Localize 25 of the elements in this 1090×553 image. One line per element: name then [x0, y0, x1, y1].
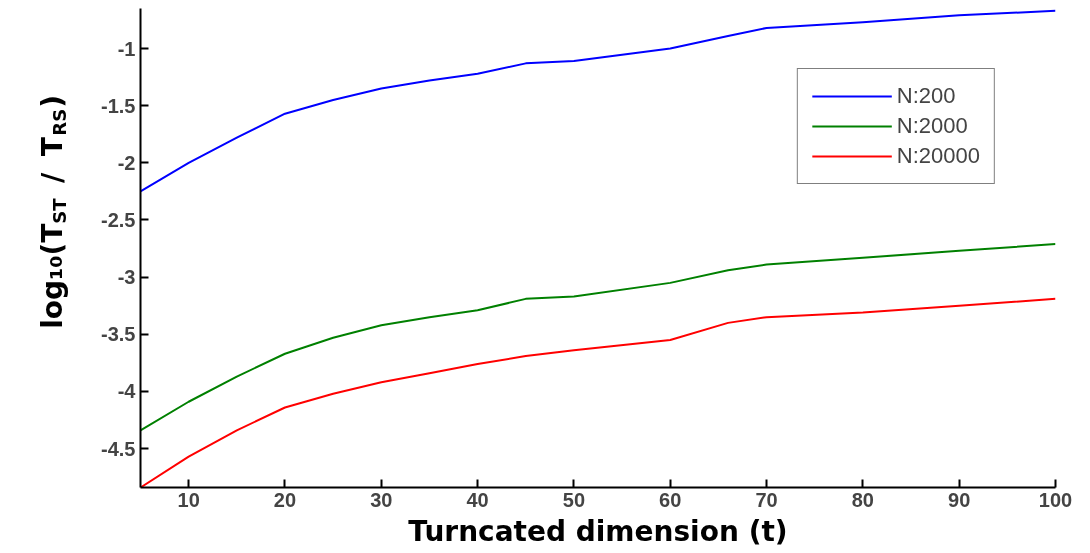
x-tick-label: 30 — [370, 488, 393, 511]
x-tick-label: 50 — [562, 488, 586, 511]
y-tick-label: -3.5 — [101, 323, 136, 346]
x-tick-label: 90 — [948, 488, 971, 511]
x-tick-label: 60 — [659, 488, 682, 511]
x-tick-label: 40 — [466, 488, 489, 511]
y-axis-title: log₁₀(TST / TRS) — [36, 95, 70, 329]
y-tick-label: -2.5 — [101, 208, 136, 231]
y-tick-label: -3 — [117, 266, 136, 289]
y-tick-label: -1 — [117, 37, 136, 60]
legend-label: N:20000 — [896, 143, 980, 169]
x-tick-label: 10 — [177, 488, 200, 511]
x-tick-label: 100 — [1038, 488, 1073, 511]
y-tick-label: -1.5 — [101, 94, 136, 117]
y-tick-label: -2 — [117, 151, 136, 174]
line-series — [140, 9, 1056, 193]
x-tick-label: 20 — [273, 488, 297, 511]
x-axis-title: Turncated dimension (t) — [408, 514, 788, 548]
x-tick-label: 80 — [851, 488, 874, 511]
y-tick-label: -4.5 — [101, 437, 136, 460]
line-series — [140, 243, 1056, 432]
legend-label: N:200 — [896, 83, 956, 109]
legend-label: N:2000 — [896, 113, 968, 139]
y-tick-label: -4 — [117, 380, 137, 403]
x-tick-label: 70 — [755, 488, 778, 511]
